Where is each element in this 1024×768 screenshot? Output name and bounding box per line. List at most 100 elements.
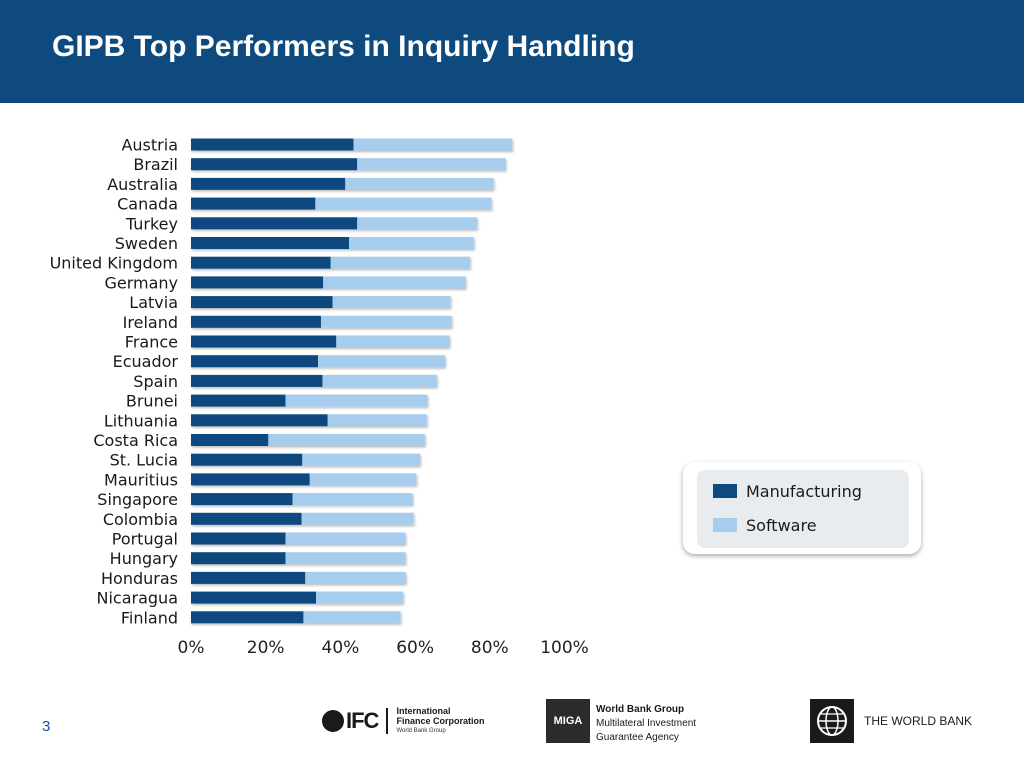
category-label-11: Ecuador [113, 352, 179, 371]
ifc-text: International Finance Corporation World … [396, 706, 484, 736]
category-label-6: United Kingdom [50, 254, 178, 273]
legend-label-0: Manufacturing [746, 482, 862, 501]
bar-group-15 [191, 434, 425, 446]
category-label-18: Singapore [97, 490, 178, 509]
bar-software-9 [320, 315, 452, 328]
bar-group-23 [191, 591, 404, 604]
category-label-17: Mauritius [104, 470, 178, 489]
globe-icon [322, 710, 344, 732]
category-label-16: St. Lucia [110, 451, 178, 470]
category-label-2: Australia [107, 175, 178, 194]
bar-software-19 [301, 512, 414, 525]
bar-manufacturing-4 [191, 217, 358, 230]
category-label-3: Canada [117, 195, 178, 214]
ifc-mark: IFC [322, 708, 379, 734]
category-label-21: Hungary [110, 549, 178, 568]
category-label-1: Brazil [133, 155, 178, 174]
bar-group-12 [191, 374, 437, 387]
miga-logo: MIGA World Bank Group Multilateral Inves… [546, 699, 696, 745]
bar-manufacturing-22 [191, 571, 306, 584]
bar-manufacturing-2 [191, 177, 346, 190]
stacked-bar-chart: AustriaBrazilAustraliaCanadaTurkeySweden… [50, 136, 921, 658]
x-tick-label-2: 40% [322, 638, 360, 658]
x-tick-label-4: 80% [471, 638, 509, 658]
bar-manufacturing-1 [191, 158, 358, 171]
bar-software-0 [353, 138, 513, 151]
miga-mark: MIGA [546, 699, 590, 743]
bar-group-1 [191, 158, 506, 171]
bar-manufacturing-0 [191, 138, 354, 151]
ifc-logo: IFC International Finance Corporation Wo… [322, 706, 484, 736]
bar-software-16 [302, 453, 420, 466]
legend-label-1: Software [746, 516, 817, 535]
header-bar: GIPB Top Performers in Inquiry Handling [0, 0, 1024, 103]
bar-manufacturing-14 [191, 414, 328, 427]
bar-group-24 [191, 611, 401, 624]
legend: Manufacturing Software [683, 462, 921, 554]
bar-group-16 [191, 453, 420, 466]
category-label-7: Germany [104, 273, 178, 292]
bar-software-14 [327, 414, 427, 427]
bar-group-7 [191, 276, 466, 289]
bar-group-13 [191, 394, 428, 407]
category-label-9: Ireland [123, 313, 178, 332]
bar-software-7 [323, 276, 466, 289]
legend-background [697, 470, 909, 548]
bar-manufacturing-23 [191, 591, 317, 604]
x-tick-label-3: 60% [396, 638, 434, 658]
bar-group-11 [191, 355, 445, 368]
bar-group-6 [191, 256, 471, 269]
world-bank-globe-icon [810, 699, 854, 743]
bar-group-20 [191, 532, 406, 545]
bar-software-17 [309, 473, 417, 486]
bar-software-24 [303, 611, 401, 624]
bar-manufacturing-10 [191, 335, 337, 348]
bar-manufacturing-24 [191, 611, 304, 624]
bar-group-19 [191, 512, 414, 525]
bar-manufacturing-13 [191, 394, 286, 407]
x-tick-label-1: 20% [247, 638, 285, 658]
category-label-8: Latvia [129, 293, 178, 312]
category-label-5: Sweden [115, 234, 178, 253]
miga-text: World Bank Group Multilateral Investment… [596, 699, 696, 745]
bar-group-8 [191, 296, 451, 309]
category-label-15: Costa Rica [93, 431, 178, 450]
bar-manufacturing-9 [191, 315, 321, 328]
ifc-line2: Finance Corporation [396, 716, 485, 726]
bar-manufacturing-18 [191, 493, 293, 506]
x-tick-label-5: 100% [540, 638, 589, 658]
world-bank-logo: THE WORLD BANK [810, 699, 972, 743]
world-bank-label: THE WORLD BANK [864, 714, 973, 728]
x-tick-label-0: 0% [178, 638, 205, 658]
bar-group-21 [191, 552, 406, 565]
bar-group-18 [191, 493, 413, 506]
category-label-12: Spain [133, 372, 178, 391]
bar-software-13 [285, 394, 428, 407]
category-label-4: Turkey [125, 214, 178, 233]
bar-manufacturing-6 [191, 256, 331, 269]
bar-manufacturing-8 [191, 296, 333, 309]
bar-manufacturing-17 [191, 473, 310, 486]
bar-group-4 [191, 217, 478, 230]
bar-software-22 [305, 571, 406, 584]
ifc-mark-text: IFC [346, 708, 379, 733]
category-label-13: Brunei [126, 392, 178, 411]
bar-group-5 [191, 237, 474, 249]
category-label-22: Honduras [101, 569, 178, 588]
bar-software-11 [317, 355, 445, 368]
ifc-divider [386, 708, 389, 734]
bar-software-3 [315, 197, 492, 210]
bar-software-12 [322, 374, 437, 387]
bar-software-15 [268, 434, 425, 446]
bar-software-8 [332, 296, 451, 309]
bar-software-4 [357, 217, 478, 230]
bar-software-10 [336, 335, 450, 348]
bar-software-1 [357, 158, 506, 171]
category-label-20: Portugal [112, 530, 178, 549]
category-label-14: Lithuania [104, 411, 178, 430]
bar-manufacturing-16 [191, 453, 303, 466]
bar-manufacturing-5 [191, 237, 349, 249]
ifc-line1: International [396, 706, 451, 716]
bar-group-9 [191, 315, 452, 328]
category-label-23: Nicaragua [97, 589, 179, 608]
